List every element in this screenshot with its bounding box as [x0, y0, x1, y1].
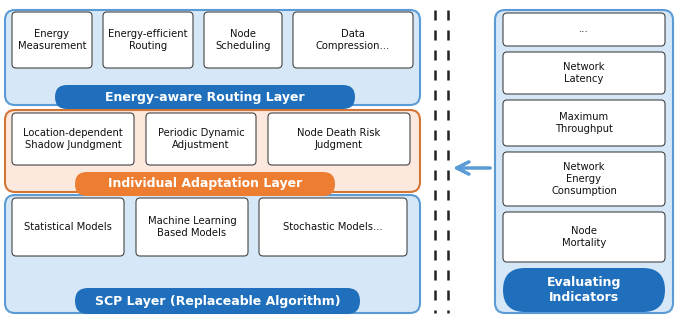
FancyBboxPatch shape [503, 13, 665, 46]
FancyBboxPatch shape [5, 195, 420, 313]
Text: Energy-aware Routing Layer: Energy-aware Routing Layer [105, 90, 305, 103]
FancyBboxPatch shape [503, 152, 665, 206]
FancyBboxPatch shape [12, 12, 92, 68]
FancyBboxPatch shape [259, 198, 407, 256]
FancyBboxPatch shape [5, 10, 420, 105]
FancyBboxPatch shape [136, 198, 248, 256]
FancyBboxPatch shape [146, 113, 256, 165]
Text: Individual Adaptation Layer: Individual Adaptation Layer [108, 177, 302, 190]
Text: Node
Scheduling: Node Scheduling [215, 29, 271, 51]
FancyBboxPatch shape [293, 12, 413, 68]
Text: Evaluating
Indicators: Evaluating Indicators [547, 276, 621, 304]
FancyBboxPatch shape [204, 12, 282, 68]
Text: Network
Energy
Consumption: Network Energy Consumption [551, 162, 617, 196]
FancyBboxPatch shape [75, 172, 335, 196]
Text: Energy
Measurement: Energy Measurement [18, 29, 86, 51]
Text: Energy-efficient
Routing: Energy-efficient Routing [108, 29, 188, 51]
FancyBboxPatch shape [503, 52, 665, 94]
Text: Machine Learning
Based Models: Machine Learning Based Models [148, 216, 236, 238]
Text: Stochastic Models...: Stochastic Models... [283, 222, 383, 232]
FancyBboxPatch shape [103, 12, 193, 68]
FancyBboxPatch shape [5, 110, 420, 192]
FancyBboxPatch shape [503, 212, 665, 262]
FancyBboxPatch shape [503, 268, 665, 312]
FancyBboxPatch shape [268, 113, 410, 165]
Text: Maximum
Throughput: Maximum Throughput [555, 112, 613, 134]
Text: Network
Latency: Network Latency [563, 62, 605, 84]
FancyBboxPatch shape [12, 198, 124, 256]
Text: Data
Compression...: Data Compression... [316, 29, 390, 51]
Text: Node
Mortality: Node Mortality [562, 226, 606, 248]
Text: SCP Layer (Replaceable Algorithm): SCP Layer (Replaceable Algorithm) [95, 294, 340, 307]
Text: Location-dependent
Shadow Jundgment: Location-dependent Shadow Jundgment [23, 128, 123, 150]
FancyBboxPatch shape [55, 85, 355, 109]
FancyBboxPatch shape [75, 288, 360, 314]
FancyBboxPatch shape [503, 100, 665, 146]
Text: Statistical Models: Statistical Models [24, 222, 112, 232]
Text: Node Death Risk
Judgment: Node Death Risk Judgment [297, 128, 381, 150]
Text: ...: ... [579, 24, 589, 34]
FancyBboxPatch shape [12, 113, 134, 165]
Text: Periodic Dynamic
Adjustment: Periodic Dynamic Adjustment [158, 128, 245, 150]
FancyBboxPatch shape [495, 10, 673, 313]
